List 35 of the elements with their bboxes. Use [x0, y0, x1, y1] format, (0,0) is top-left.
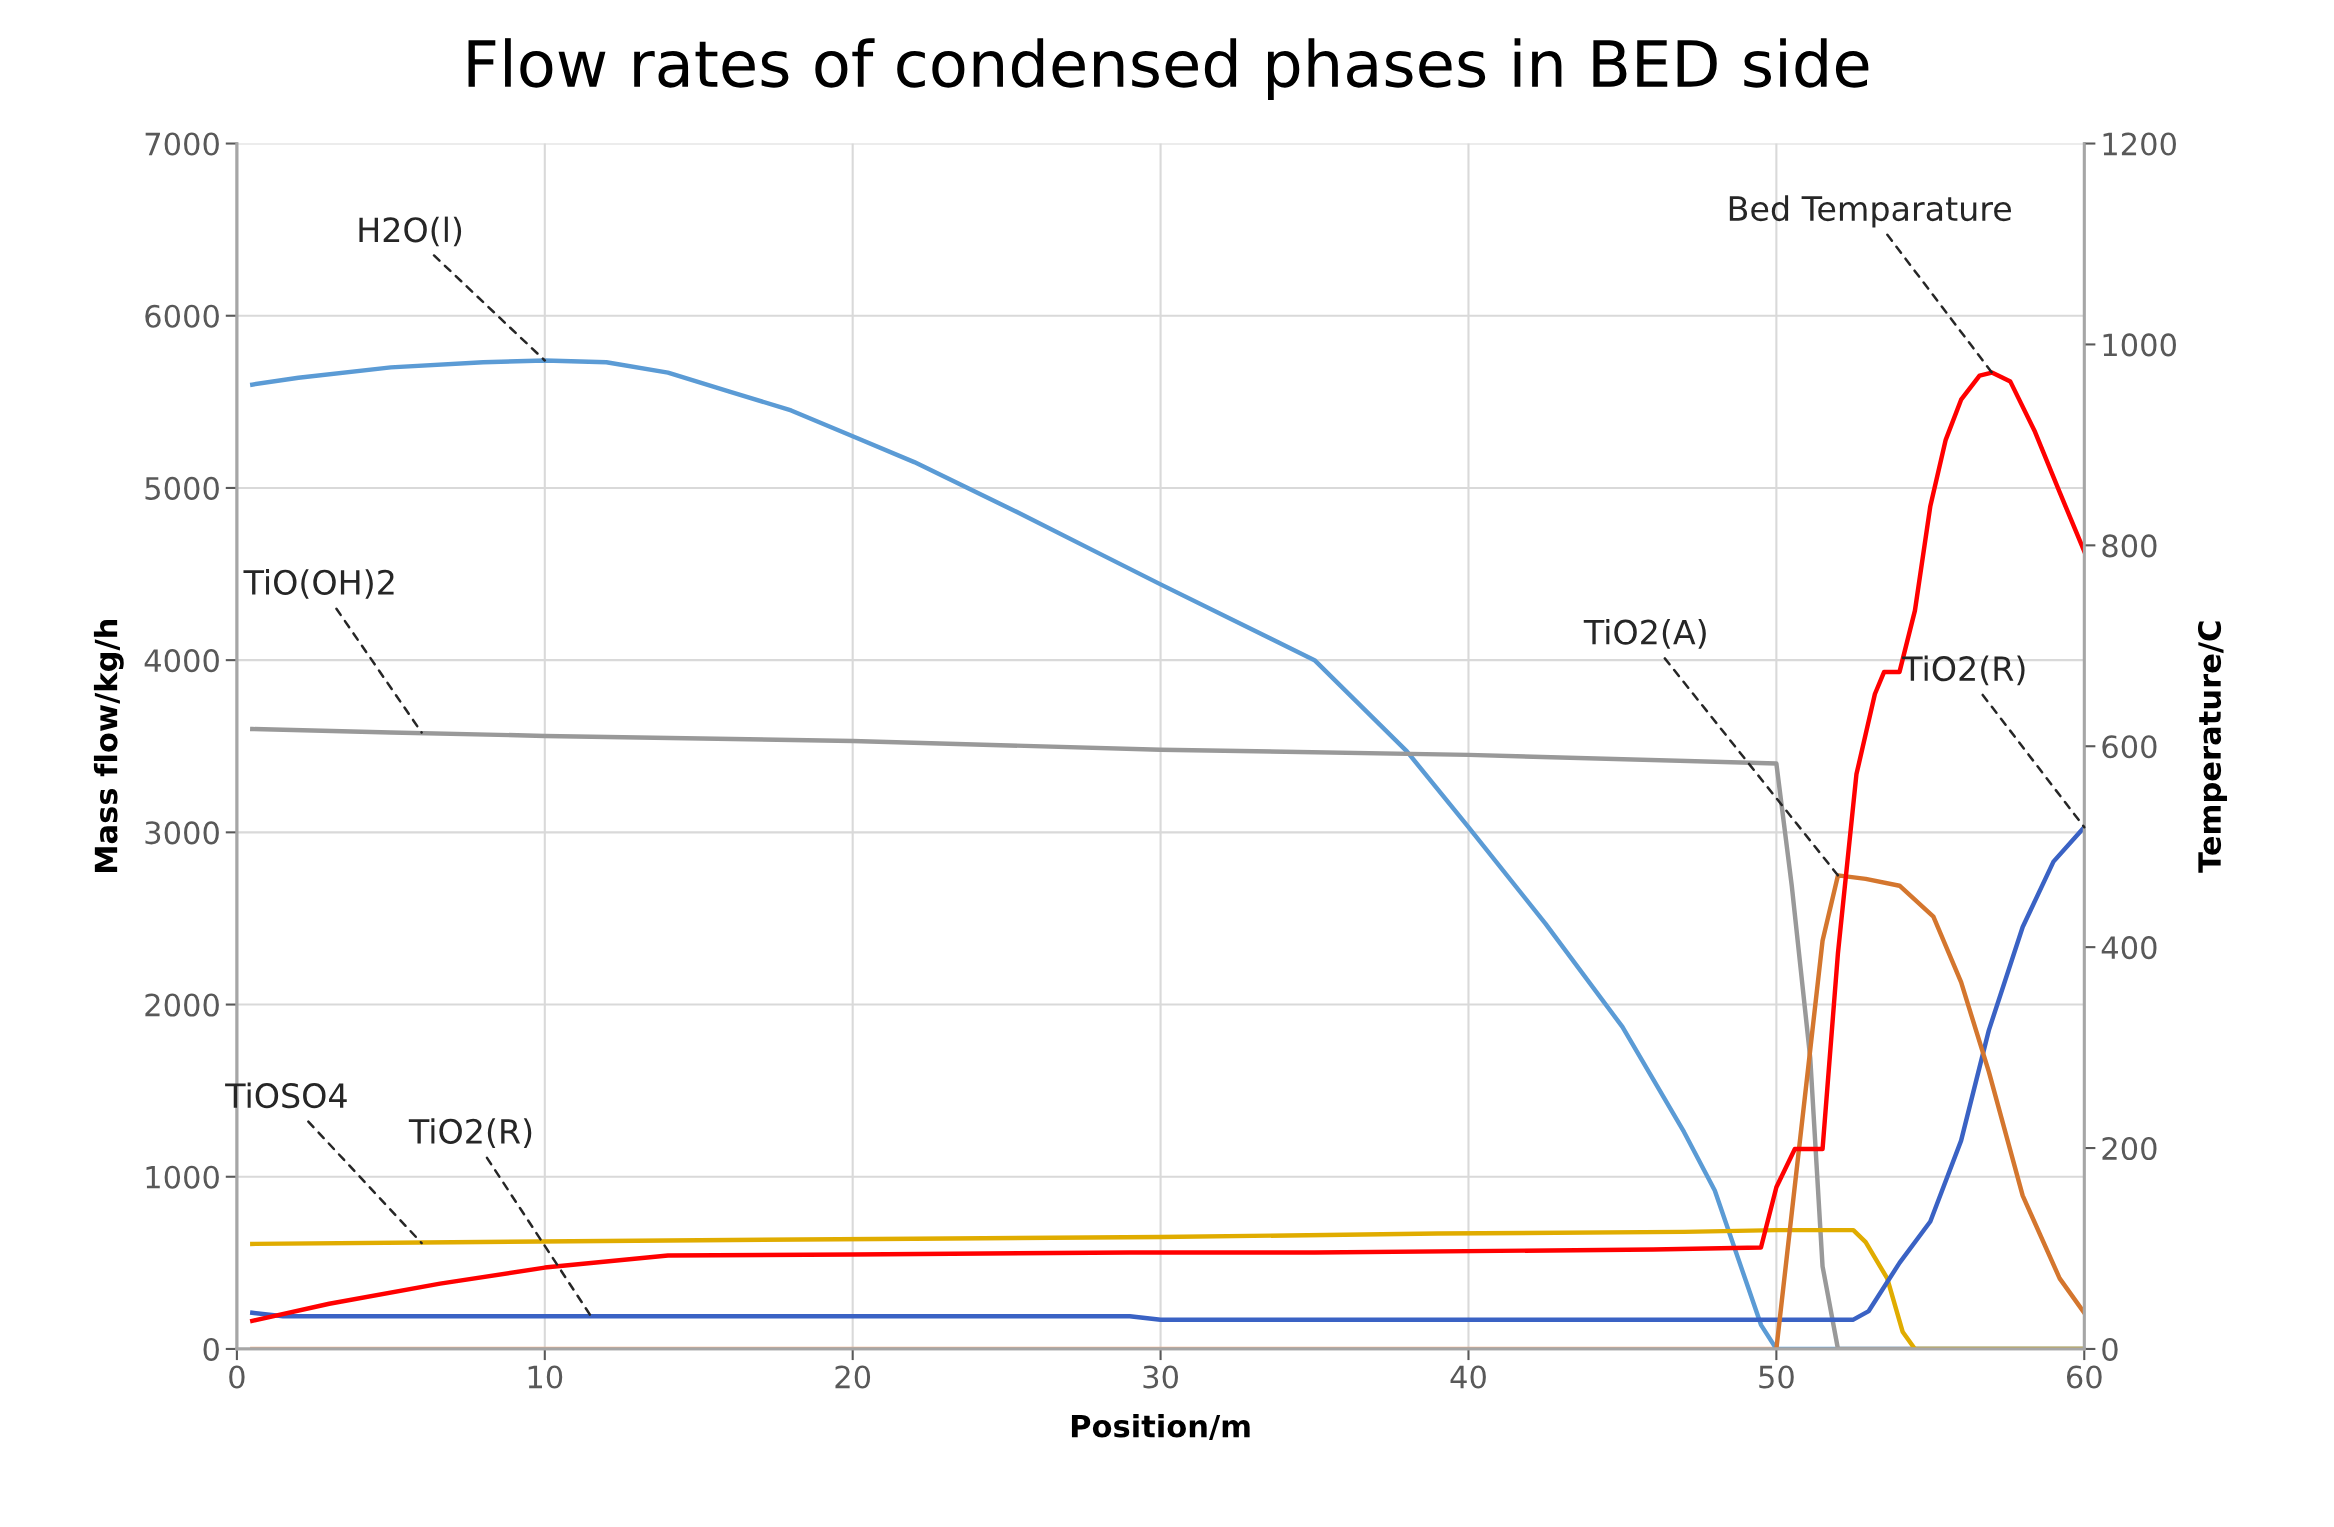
y-axis-title: Mass flow/kg/h — [93, 619, 124, 873]
y2-axis-title: Temperature/C — [2197, 621, 2228, 873]
x-tick-label: 20 — [835, 1365, 871, 1389]
x-axis-title: Position/m — [1071, 1413, 1250, 1440]
y2-tick-label: 800 — [2102, 534, 2157, 558]
annotation: TiO2(A) — [1583, 618, 1706, 649]
annotation: H2O(l) — [359, 216, 462, 247]
annotation: TiO(OH)2 — [243, 569, 394, 599]
y2-tick-label: 200 — [2102, 1136, 2157, 1161]
x-tick-label: 10 — [528, 1365, 563, 1389]
chart-title: Flow rates of condensed phases in BED side — [468, 38, 1869, 101]
y-tick-label: 1000 — [146, 1165, 219, 1189]
x-tick-label: 0 — [229, 1365, 245, 1389]
annotation: TiOSO4 — [225, 1082, 347, 1109]
y-tick-label: 2000 — [145, 993, 219, 1017]
y-tick-label: 6000 — [145, 304, 219, 328]
y-tick-label: 4000 — [144, 649, 219, 673]
x-tick-label: 30 — [1143, 1365, 1178, 1389]
x-tick-label: 50 — [1759, 1365, 1794, 1389]
line-series — [1774, 873, 2085, 1349]
x-tick-label: 40 — [1450, 1365, 1486, 1389]
annotation: Bed Temparature — [1729, 195, 2011, 228]
annotation: TiO2(R) — [1902, 655, 2025, 686]
x-tick-label: 60 — [2066, 1365, 2102, 1389]
line-series — [250, 1227, 2085, 1349]
y-tick-label: 5000 — [145, 476, 219, 500]
y2-tick-label: 0 — [2102, 1337, 2118, 1361]
annotation: TiO2(R) — [408, 1118, 532, 1148]
y-tick-label: 0 — [203, 1337, 219, 1361]
y2-tick-label: 600 — [2102, 735, 2157, 759]
y-tick-label: 7000 — [145, 132, 219, 156]
y2-tick-label: 1000 — [2103, 333, 2176, 357]
y-tick-label: 3000 — [145, 821, 219, 845]
y2-tick-label: 1200 — [2103, 132, 2176, 156]
y2-tick-label: 400 — [2101, 936, 2157, 960]
